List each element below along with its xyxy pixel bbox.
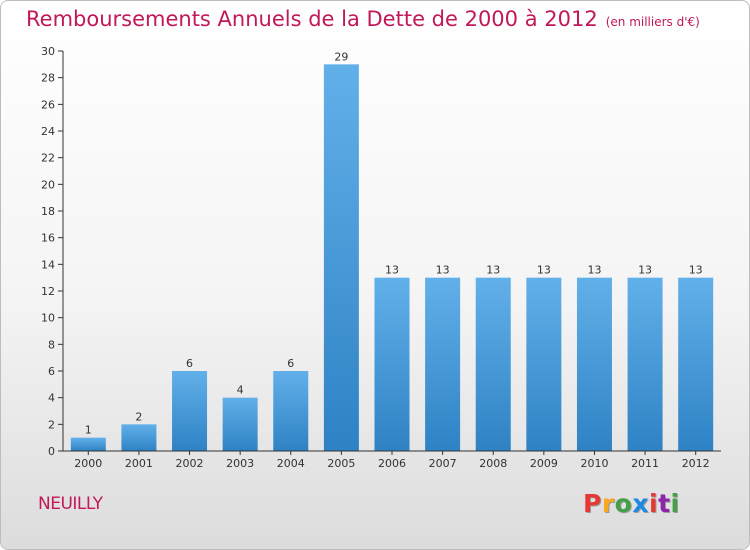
y-tick-label-8: 8 (48, 338, 55, 351)
y-tick-label-30: 30 (41, 45, 55, 58)
place-name: NEUILLY (38, 494, 103, 514)
bar-2012 (678, 277, 714, 451)
value-label-2002: 6 (186, 357, 193, 370)
bar-2005 (323, 64, 359, 452)
x-tick-label-2003: 2003 (226, 457, 254, 470)
y-tick-label-6: 6 (48, 365, 55, 378)
y-tick-label-28: 28 (41, 72, 55, 85)
x-tick-label-2005: 2005 (327, 457, 355, 470)
bar-2006 (374, 277, 410, 451)
x-tick-label-2002: 2002 (176, 457, 204, 470)
y-tick-label-20: 20 (41, 178, 55, 191)
x-tick-label-2011: 2011 (631, 457, 659, 470)
logo-letter: r (601, 489, 615, 518)
logo-letter: t (658, 489, 671, 518)
value-label-2010: 13 (587, 264, 601, 277)
x-tick-label-2007: 2007 (429, 457, 457, 470)
bar-2011 (627, 277, 663, 451)
chart-subtitle: (en milliers d'€) (605, 15, 700, 29)
y-tick-label-16: 16 (41, 232, 55, 245)
value-label-2003: 4 (237, 384, 244, 397)
y-tick-label-2: 2 (48, 418, 55, 431)
bar-2000 (70, 437, 106, 451)
value-label-2007: 13 (436, 264, 450, 277)
chart-title-text: Remboursements Annuels de la Dette de 20… (26, 7, 598, 31)
y-tick-label-22: 22 (41, 152, 55, 165)
x-tick-label-2004: 2004 (277, 457, 305, 470)
x-tick-label-2000: 2000 (74, 457, 102, 470)
bar-2010 (576, 277, 612, 451)
logo-letter: i (670, 489, 680, 518)
logo-letter: P (583, 489, 602, 518)
x-tick-label-2008: 2008 (479, 457, 507, 470)
chart-title: Remboursements Annuels de la Dette de 20… (26, 7, 700, 31)
bars-group: 1 2 6 4 6 29 13 13 13 13 13 13 13 (70, 50, 714, 452)
y-tick-label-14: 14 (41, 258, 55, 271)
x-tick-label-2001: 2001 (125, 457, 153, 470)
y-tick-label-4: 4 (48, 392, 55, 405)
value-label-2001: 2 (135, 410, 142, 423)
y-tick-label-10: 10 (41, 312, 55, 325)
value-label-2012: 13 (689, 264, 703, 277)
x-tick-label-2010: 2010 (580, 457, 608, 470)
logo-letter: o (614, 489, 633, 518)
y-tick-label-0: 0 (48, 445, 55, 458)
x-tick-label-2006: 2006 (378, 457, 406, 470)
value-label-2006: 13 (385, 264, 399, 277)
axes-group: 2000 2001 2002 2003 2004 2005 2006 2007 2008 2009… (41, 45, 721, 470)
value-label-2008: 13 (486, 264, 500, 277)
proxiti-logo: Proxiti (583, 489, 680, 518)
value-label-2000: 1 (85, 424, 92, 437)
logo-letter: i (649, 489, 659, 518)
value-label-2005: 29 (334, 50, 348, 63)
y-tick-label-18: 18 (41, 205, 55, 218)
y-tick-label-12: 12 (41, 285, 55, 298)
y-tick-label-26: 26 (41, 98, 55, 111)
logo-letter: x (632, 489, 649, 518)
value-label-2009: 13 (537, 264, 551, 277)
value-label-2004: 6 (287, 357, 294, 370)
bar-2008 (475, 277, 511, 451)
bar-2002 (172, 371, 208, 451)
bar-2009 (526, 277, 562, 451)
bar-2004 (273, 371, 309, 451)
bar-2003 (222, 397, 258, 451)
x-tick-label-2012: 2012 (682, 457, 710, 470)
y-tick-label-24: 24 (41, 125, 55, 138)
x-tick-label-2009: 2009 (530, 457, 558, 470)
value-label-2011: 13 (638, 264, 652, 277)
bar-2001 (121, 424, 157, 451)
bar-2007 (425, 277, 461, 451)
